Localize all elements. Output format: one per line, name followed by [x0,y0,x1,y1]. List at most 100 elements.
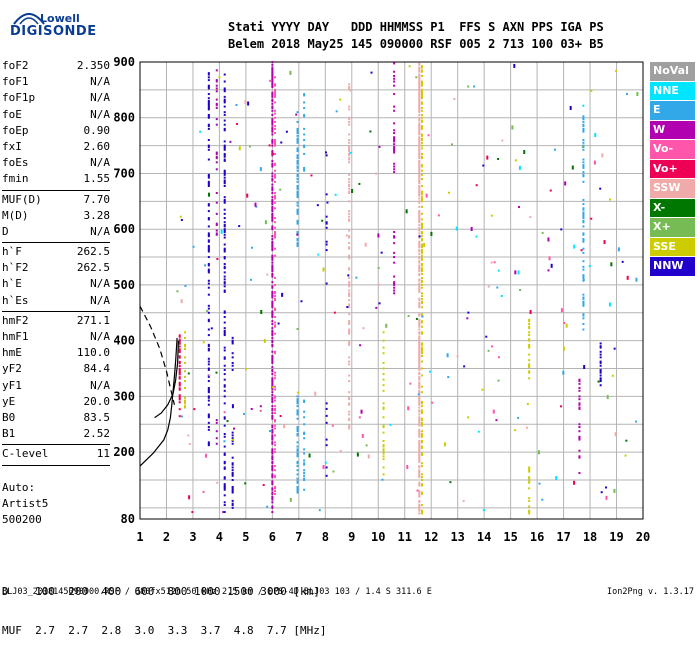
echo-point [223,127,226,130]
echo-point [348,108,351,111]
echo-point [348,242,351,245]
echo-point [420,165,423,168]
echo-point [274,173,277,176]
param-separator [2,444,110,446]
echo-point [303,488,306,491]
echo-point [271,313,274,316]
echo-point [207,84,210,87]
echo-point [420,230,423,233]
echo-point [582,221,585,224]
echo-point [223,349,226,352]
scatter-point [407,314,410,317]
echo-point [348,235,351,238]
echo-point [420,343,423,346]
echo-point [271,320,274,323]
echo-point [274,377,277,380]
param-value: 262.5 [76,261,110,275]
echo-point [582,120,585,123]
echo-point [325,222,328,225]
echo-point [271,441,274,444]
echo-point [418,136,421,139]
echo-point [296,445,299,448]
echo-point [382,416,385,419]
echo-point [420,433,423,436]
echo-point [418,299,421,302]
echo-point [296,409,299,412]
echo-point [207,123,210,126]
echo-point [296,237,299,240]
echo-point [207,86,210,89]
echo-point [223,494,226,497]
echo-point [418,460,421,463]
legend-item-w: W [650,120,695,139]
echo-point [418,264,421,267]
echo-point [223,385,226,388]
echo-point [303,169,306,172]
echo-point [303,437,306,440]
echo-point [418,491,421,494]
echo-point [582,275,585,278]
echo-point [418,215,421,218]
echo-point [418,400,421,403]
param-row: D N/A [2,224,110,240]
echo-point [274,434,277,437]
echo-point [393,147,396,150]
echo-point [303,448,306,451]
echo-point [418,194,421,197]
echo-point [231,469,234,472]
echo-point [418,435,421,438]
echo-point [223,282,226,285]
echo-point [418,236,421,239]
scatter-point [490,214,493,217]
echo-point [271,69,274,72]
echo-point [271,295,274,298]
echo-point [271,467,274,470]
param-row: yE 20.0 [2,394,110,410]
scatter-point [560,308,563,313]
echo-point [420,313,423,316]
echo-point [420,205,423,208]
echo-point [420,137,423,140]
echo-point [274,101,277,104]
echo-point [271,150,274,153]
echo-point [393,84,396,87]
scatter-point [259,405,262,408]
echo-point [420,354,423,357]
echo-point [223,334,226,337]
echo-point [271,476,274,479]
echo-point [274,76,277,79]
echo-point [348,419,351,422]
echo-point [393,292,396,295]
scatter-point [497,269,500,272]
scatter-point [375,172,378,175]
echo-point [420,504,423,507]
scatter-point [244,100,247,105]
echo-point [418,366,421,369]
echo-point [418,73,421,76]
echo-point [420,320,423,323]
scatter-point [324,151,327,154]
echo-point [271,74,274,77]
echo-point [418,508,421,511]
echo-point [348,267,351,270]
echo-point [271,83,274,86]
echo-point [207,286,210,289]
lowell-digisonde-logo: Lowell DIGISONDE [10,8,130,48]
echo-point [420,116,423,119]
echo-point [418,469,421,472]
echo-point [420,119,423,122]
echo-point [393,283,396,286]
echo-point [418,444,421,447]
echo-point [599,356,602,359]
echo-point [274,476,277,479]
echo-point [296,243,299,246]
echo-point [420,412,423,415]
echo-point [207,173,210,176]
echo-point [271,409,274,412]
echo-point [348,417,351,420]
echo-point [274,232,277,235]
echo-point [348,427,351,430]
echo-point [420,342,423,345]
echo-point [528,325,531,328]
echo-point [578,456,581,459]
